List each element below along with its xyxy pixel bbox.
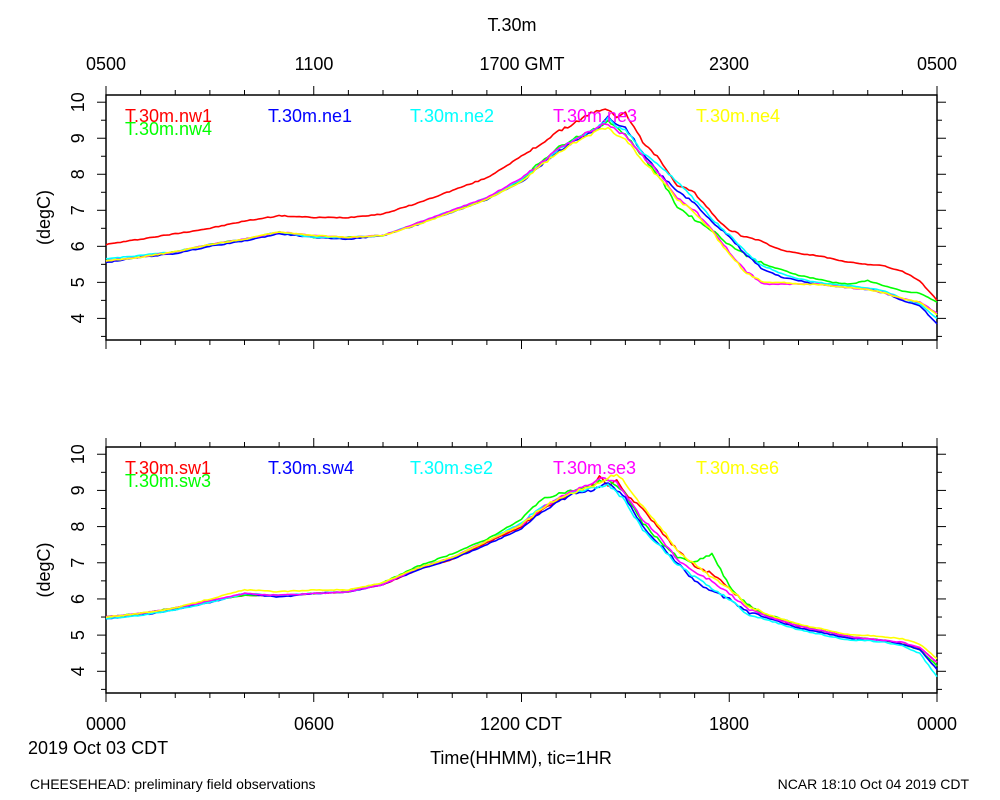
legend-entry: T.30m.ne4 — [696, 106, 780, 126]
y-tick-label: 4 — [68, 666, 88, 676]
bottom-tick-label: 1800 — [709, 714, 749, 734]
top-axis-labels: 0500 1100 1700 GMT 2300 0500 — [86, 54, 957, 74]
series-line-t-30m-sw3 — [105, 479, 938, 667]
y-tick-label: 5 — [68, 277, 88, 287]
series-line-t-30m-ne1 — [105, 115, 938, 325]
bottom-tick-label: 1200 CDT — [480, 714, 562, 734]
legend-entry: T.30m.sw1 — [125, 458, 211, 478]
y-tick-label: 6 — [68, 594, 88, 604]
series-line-t-30m-ne4 — [105, 126, 938, 316]
footer-left: CHEESEHEAD: preliminary field observatio… — [30, 776, 316, 792]
series-line-t-30m-se3 — [106, 476, 938, 663]
top-tick-label: 1700 GMT — [479, 54, 564, 74]
y-tick-label: 7 — [68, 205, 88, 215]
top-tick-label: 0500 — [917, 54, 957, 74]
y-tick-label: 5 — [68, 630, 88, 640]
plot-frame — [105, 446, 938, 694]
series-line-t-30m-sw4 — [105, 482, 938, 671]
legend-entry: T.30m.sw3 — [125, 471, 211, 491]
series-line-t-30m-se2 — [105, 483, 938, 678]
y-tick-label: 7 — [68, 558, 88, 568]
y-axis-label: (degC) — [34, 542, 54, 597]
legend-entry: T.30m.ne2 — [410, 106, 494, 126]
legend-entry: T.30m.se6 — [696, 458, 779, 478]
y-tick-label: 9 — [68, 133, 88, 143]
plot-frame — [105, 94, 938, 341]
footer-right: NCAR 18:10 Oct 04 2019 CDT — [778, 776, 970, 792]
series-line-t-30m-nw1 — [105, 108, 938, 301]
legend-entry: T.30m.ne3 — [553, 106, 637, 126]
legend-entry: T.30m.sw4 — [268, 458, 354, 478]
y-axis-label: (degC) — [34, 190, 54, 245]
x-axis-label: Time(HHMM), tic=1HR — [430, 748, 612, 768]
y-tick-label: 4 — [68, 313, 88, 323]
bottom-tick-label: 0000 — [86, 714, 126, 734]
series-line-t-30m-ne2 — [105, 116, 938, 320]
series-line-t-30m-nw4 — [105, 119, 938, 303]
y-tick-label: 6 — [68, 241, 88, 251]
y-tick-label: 9 — [68, 485, 88, 495]
legend-entry: T.30m.se2 — [410, 458, 493, 478]
y-tick-label: 8 — [68, 169, 88, 179]
series-line-t-30m-se6 — [105, 473, 938, 660]
bottom-tick-label: 0000 — [917, 714, 957, 734]
y-tick-label: 8 — [68, 522, 88, 532]
bottom-axis-labels: 0000 0600 1200 CDT 1800 0000 — [86, 714, 957, 734]
y-tick-label: 10 — [68, 444, 88, 464]
bottom-tick-label: 0600 — [294, 714, 334, 734]
chart-title: T.30m — [487, 15, 536, 35]
series-line-t-30m-sw1 — [105, 475, 938, 663]
top-tick-label: 2300 — [709, 54, 749, 74]
legend-entry: T.30m.ne1 — [268, 106, 352, 126]
top-tick-label: 0500 — [86, 54, 126, 74]
top-tick-label: 1100 — [295, 54, 334, 74]
y-tick-label: 10 — [68, 92, 88, 112]
legend-entry: T.30m.se3 — [553, 458, 636, 478]
legend-entry: T.30m.nw1 — [125, 106, 212, 126]
legend-entry: T.30m.nw4 — [125, 119, 212, 139]
date-label: 2019 Oct 03 CDT — [28, 738, 168, 758]
